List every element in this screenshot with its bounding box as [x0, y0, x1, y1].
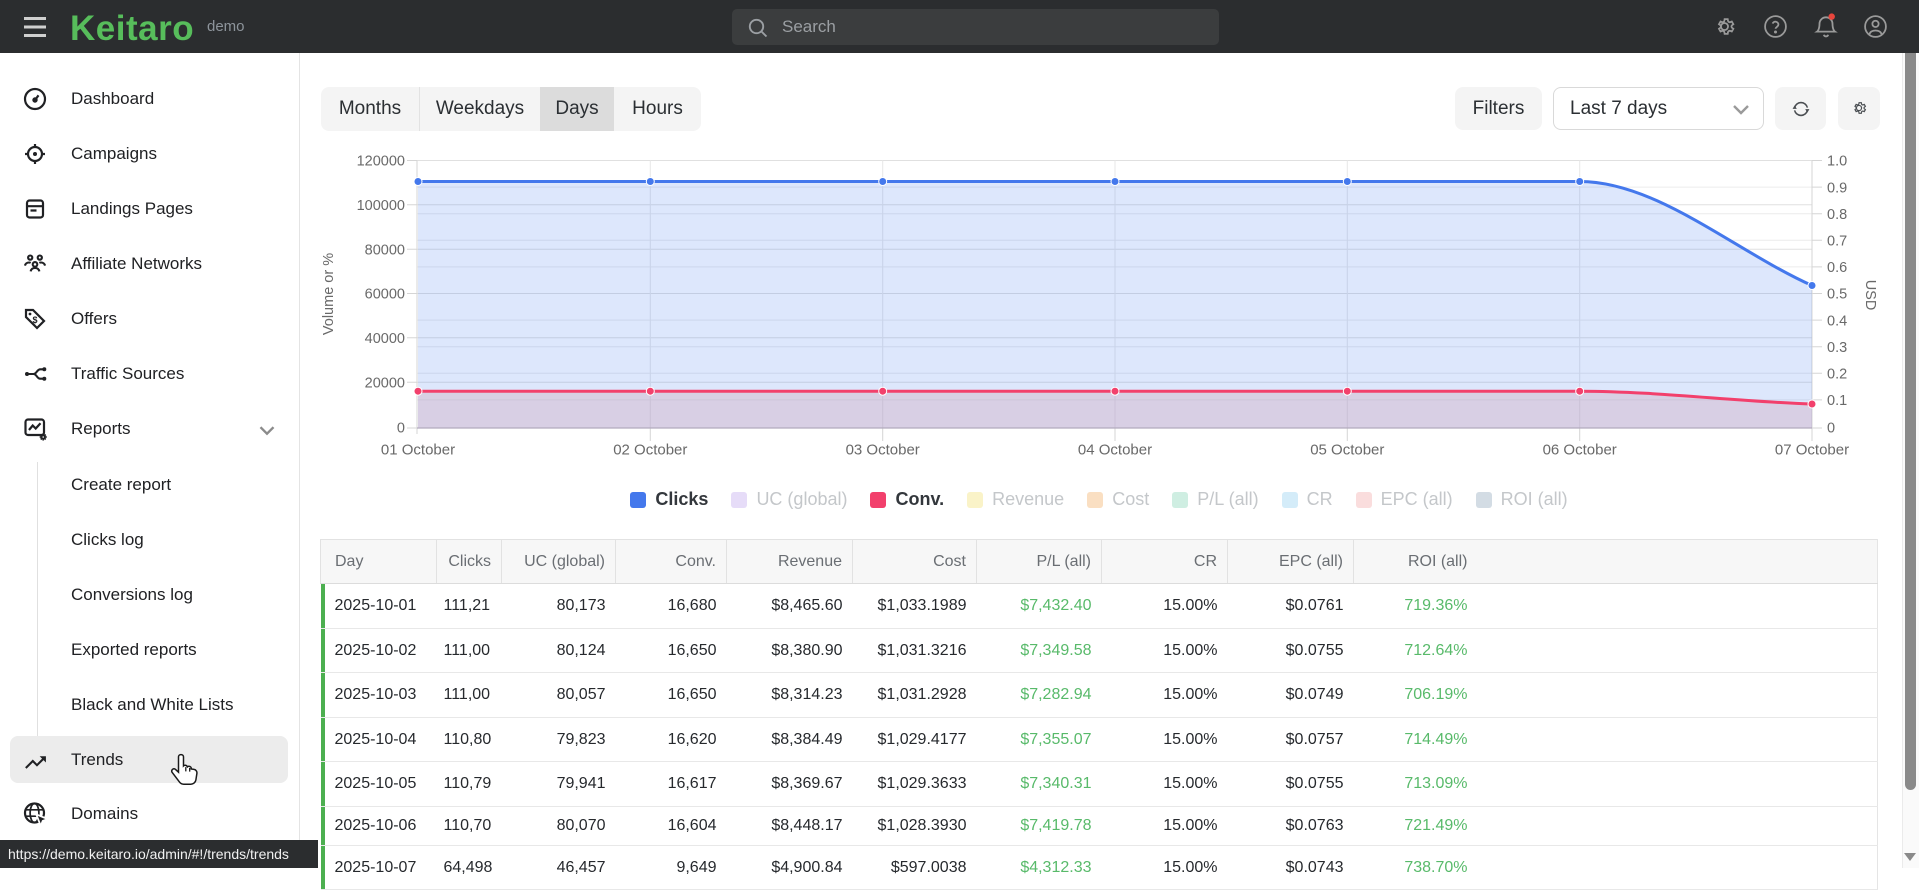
svg-text:0: 0 — [1827, 420, 1835, 436]
svg-text:80000: 80000 — [365, 242, 405, 258]
svg-text:Volume or %: Volume or % — [321, 253, 337, 335]
svg-text:20000: 20000 — [365, 375, 405, 391]
svg-text:0.2: 0.2 — [1827, 367, 1847, 383]
svg-text:0.7: 0.7 — [1827, 234, 1847, 250]
svg-text:0.5: 0.5 — [1827, 287, 1847, 303]
svg-text:0.4: 0.4 — [1827, 313, 1847, 329]
svg-text:04 October: 04 October — [1078, 442, 1152, 459]
svg-text:60000: 60000 — [365, 287, 405, 303]
svg-text:05 October: 05 October — [1310, 442, 1384, 459]
svg-text:0.3: 0.3 — [1827, 340, 1847, 356]
svg-text:USD: USD — [1862, 280, 1878, 311]
svg-text:0.1: 0.1 — [1827, 393, 1847, 409]
svg-text:07 October: 07 October — [1775, 442, 1849, 459]
svg-text:0.9: 0.9 — [1827, 180, 1847, 196]
svg-text:0.6: 0.6 — [1827, 260, 1847, 276]
svg-text:$: $ — [32, 315, 37, 325]
svg-text:06 October: 06 October — [1543, 442, 1617, 459]
svg-text:02 October: 02 October — [613, 442, 687, 459]
svg-text:03 October: 03 October — [846, 442, 920, 459]
svg-text:40000: 40000 — [365, 331, 405, 347]
svg-text:1.0: 1.0 — [1827, 154, 1847, 170]
svg-text:0: 0 — [397, 420, 405, 436]
svg-text:100000: 100000 — [357, 198, 405, 214]
svg-text:0.8: 0.8 — [1827, 207, 1847, 223]
svg-text:120000: 120000 — [357, 154, 405, 170]
svg-text:01 October: 01 October — [381, 442, 455, 459]
